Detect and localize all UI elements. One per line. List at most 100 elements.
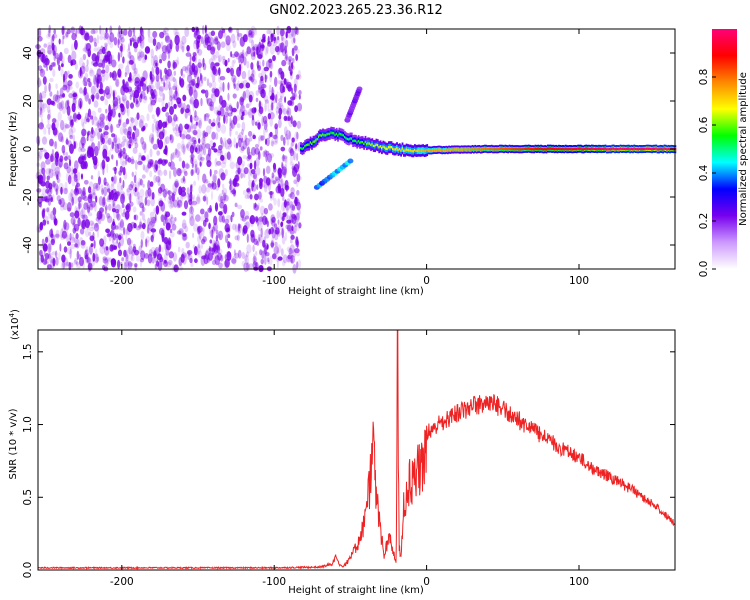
ridge-core — [593, 147, 596, 151]
noise-blob — [133, 67, 138, 75]
noise-blob — [289, 244, 295, 254]
noise-blob — [255, 166, 261, 176]
noise-blob — [296, 221, 300, 232]
noise-blob — [94, 248, 98, 259]
noise-blob — [257, 221, 263, 232]
ridge-core — [537, 147, 540, 150]
noise-blob — [204, 113, 211, 118]
noise-blob — [220, 137, 223, 145]
noise-blob — [229, 185, 232, 191]
noise-blob — [193, 89, 198, 100]
noise-blob — [157, 169, 163, 177]
noise-blob — [190, 78, 196, 87]
noise-blob — [118, 112, 121, 118]
noise-blob — [224, 254, 227, 260]
noise-blob — [80, 147, 86, 153]
ridge-core — [604, 147, 607, 150]
ridge-core — [529, 147, 531, 151]
ridge-core — [652, 147, 655, 150]
ridge-core — [468, 148, 471, 151]
noise-blob — [254, 255, 257, 263]
noise-blob — [290, 115, 293, 124]
noise-blob — [246, 233, 249, 243]
noise-blob — [175, 149, 180, 159]
noise-blob — [82, 186, 86, 197]
noise-blob — [278, 173, 282, 179]
noise-blob — [277, 183, 281, 192]
noise-blob — [281, 155, 287, 162]
ridge-core — [558, 147, 560, 150]
noise-blob — [182, 145, 186, 155]
noise-blob — [252, 46, 255, 51]
noise-blob — [175, 131, 181, 137]
noise-blob — [165, 245, 170, 256]
noise-blob — [117, 31, 121, 39]
ridge-core — [374, 144, 376, 148]
noise-blob — [128, 59, 134, 65]
noise-blob — [197, 62, 202, 68]
noise-blob — [289, 223, 293, 233]
noise-blob — [123, 227, 126, 236]
noise-blob — [219, 201, 225, 209]
y-tick-label: 20 — [22, 94, 34, 107]
noise-blob — [213, 215, 218, 226]
noise-blob — [214, 180, 217, 186]
noise-blob — [53, 53, 56, 62]
noise-blob — [198, 144, 203, 152]
noise-blob — [259, 249, 263, 256]
snr-frame — [37, 329, 676, 571]
noise-blob — [58, 132, 64, 142]
noise-blob — [247, 154, 252, 160]
noise-blob — [194, 258, 198, 264]
noise-blob — [250, 169, 256, 175]
noise-blob — [147, 103, 153, 113]
noise-blob — [84, 32, 90, 41]
noise-blob — [255, 97, 259, 102]
noise-blob — [214, 255, 221, 266]
noise-blob — [51, 101, 56, 107]
noise-blob — [227, 58, 230, 63]
noise-blob — [104, 98, 109, 106]
noise-blob — [61, 254, 66, 263]
noise-blob — [287, 227, 291, 233]
noise-blob — [285, 39, 289, 48]
noise-blob — [255, 46, 260, 56]
noise-blob — [136, 112, 140, 120]
noise-blob — [114, 225, 119, 230]
noise-blob — [125, 65, 130, 75]
noise-blob — [158, 244, 162, 253]
noise-blob — [214, 132, 219, 140]
noise-blob — [112, 90, 115, 101]
noise-blob — [236, 105, 239, 111]
ridge-core — [564, 147, 567, 150]
noise-blob — [109, 106, 114, 115]
noise-blob — [264, 242, 269, 250]
noise-blob — [212, 242, 218, 249]
noise-blob — [110, 123, 113, 133]
noise-blob — [154, 252, 159, 263]
noise-blob — [69, 119, 74, 128]
noise-blob — [97, 220, 102, 225]
noise-blob — [193, 123, 197, 130]
noise-blob — [66, 202, 72, 212]
noise-blob — [123, 262, 127, 271]
noise-blob — [128, 184, 133, 191]
noise-blob — [283, 77, 287, 86]
ridge-core — [349, 137, 352, 140]
noise-blob — [289, 204, 296, 211]
noise-blob — [164, 159, 168, 164]
noise-blob — [139, 121, 144, 128]
noise-blob — [294, 26, 298, 35]
noise-blob — [144, 122, 148, 128]
noise-blob — [89, 235, 95, 242]
noise-blob — [71, 32, 77, 41]
noise-blob — [174, 217, 177, 222]
noise-blob — [91, 127, 94, 135]
noise-blob — [99, 35, 104, 41]
noise-blob — [260, 135, 265, 141]
noise-blob — [203, 254, 209, 265]
noise-blob — [132, 131, 135, 140]
noise-blob — [286, 205, 289, 214]
colorbar-tick-label: 0.4 — [698, 164, 710, 181]
noise-blob — [72, 219, 76, 227]
